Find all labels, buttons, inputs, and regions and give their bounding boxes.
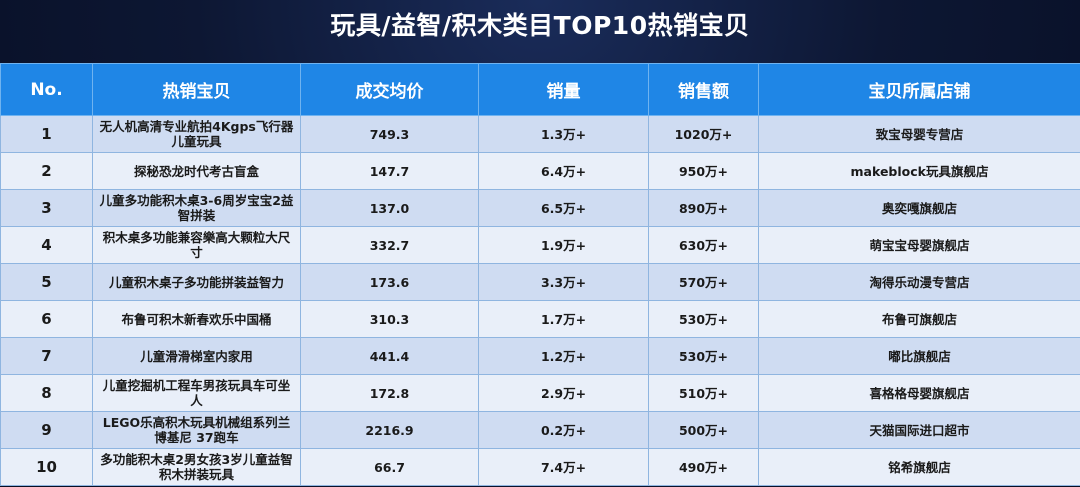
cell-store: makeblock玩具旗舰店 [758,152,1080,190]
cell-no: 2 [0,152,93,190]
cell-item: 积木桌多功能兼容樂高大颗粒大尺寸 [92,226,301,264]
table-row: 10 多功能积木桌2男女孩3岁儿童益智积木拼装玩具 66.7 7.4万+ 490… [0,448,1080,486]
cell-price: 441.4 [300,337,479,375]
cell-store: 布鲁可旗舰店 [758,300,1080,338]
header-volume: 销量 [478,63,649,116]
cell-sales: 500万+ [648,411,759,449]
cell-store: 萌宝宝母婴旗舰店 [758,226,1080,264]
cell-store: 淘得乐动漫专营店 [758,263,1080,301]
cell-item: 探秘恐龙时代考古盲盒 [92,152,301,190]
cell-price: 749.3 [300,115,479,153]
table-row: 3 儿童多功能积木桌3-6周岁宝宝2益智拼装 137.0 6.5万+ 890万+… [0,189,1080,227]
cell-sales: 950万+ [648,152,759,190]
header-price: 成交均价 [300,63,479,116]
cell-no: 6 [0,300,93,338]
cell-no: 4 [0,226,93,264]
cell-no: 8 [0,374,93,412]
cell-sales: 530万+ [648,337,759,375]
cell-volume: 1.9万+ [478,226,649,264]
table-row: 5 儿童积木桌子多功能拼装益智力 173.6 3.3万+ 570万+ 淘得乐动漫… [0,263,1080,301]
cell-price: 66.7 [300,448,479,486]
cell-volume: 1.3万+ [478,115,649,153]
cell-sales: 630万+ [648,226,759,264]
cell-price: 137.0 [300,189,479,227]
cell-item: 儿童滑滑梯室内家用 [92,337,301,375]
cell-item: 多功能积木桌2男女孩3岁儿童益智积木拼装玩具 [92,448,301,486]
cell-sales: 530万+ [648,300,759,338]
cell-item: 儿童挖掘机工程车男孩玩具车可坐人 [92,374,301,412]
cell-sales: 510万+ [648,374,759,412]
cell-sales: 570万+ [648,263,759,301]
cell-store: 致宝母婴专营店 [758,115,1080,153]
cell-no: 1 [0,115,93,153]
cell-sales: 490万+ [648,448,759,486]
cell-volume: 7.4万+ [478,448,649,486]
cell-price: 332.7 [300,226,479,264]
header-no: No. [0,63,93,116]
top10-table: No. 热销宝贝 成交均价 销量 销售额 宝贝所属店铺 1 无人机高清专业航拍4… [0,63,1080,486]
cell-item: 儿童多功能积木桌3-6周岁宝宝2益智拼装 [92,189,301,227]
cell-store: 铭希旗舰店 [758,448,1080,486]
cell-volume: 1.2万+ [478,337,649,375]
cell-item: 儿童积木桌子多功能拼装益智力 [92,263,301,301]
table-header-row: No. 热销宝贝 成交均价 销量 销售额 宝贝所属店铺 [0,63,1080,116]
cell-store: 喜格格母婴旗舰店 [758,374,1080,412]
cell-sales: 1020万+ [648,115,759,153]
cell-item: LEGO乐高积木玩具机械组系列兰博基尼 37跑车 [92,411,301,449]
cell-store: 嘟比旗舰店 [758,337,1080,375]
cell-no: 3 [0,189,93,227]
table-row: 1 无人机高清专业航拍4Kgps飞行器儿童玩具 749.3 1.3万+ 1020… [0,115,1080,153]
cell-no: 9 [0,411,93,449]
header-sales: 销售额 [648,63,759,116]
cell-store: 天猫国际进口超市 [758,411,1080,449]
cell-volume: 0.2万+ [478,411,649,449]
cell-volume: 6.4万+ [478,152,649,190]
cell-volume: 2.9万+ [478,374,649,412]
cell-price: 147.7 [300,152,479,190]
page-title: 玩具/益智/积木类目TOP10热销宝贝 [330,11,750,40]
cell-price: 2216.9 [300,411,479,449]
table-row: 7 儿童滑滑梯室内家用 441.4 1.2万+ 530万+ 嘟比旗舰店 [0,337,1080,375]
table-row: 2 探秘恐龙时代考古盲盒 147.7 6.4万+ 950万+ makeblock… [0,152,1080,190]
table-row: 4 积木桌多功能兼容樂高大颗粒大尺寸 332.7 1.9万+ 630万+ 萌宝宝… [0,226,1080,264]
cell-price: 172.8 [300,374,479,412]
cell-volume: 3.3万+ [478,263,649,301]
cell-price: 173.6 [300,263,479,301]
cell-item: 无人机高清专业航拍4Kgps飞行器儿童玩具 [92,115,301,153]
cell-no: 5 [0,263,93,301]
table-row: 6 布鲁可积木新春欢乐中国桶 310.3 1.7万+ 530万+ 布鲁可旗舰店 [0,300,1080,338]
header-store: 宝贝所属店铺 [758,63,1080,116]
cell-no: 10 [0,448,93,486]
table-row: 9 LEGO乐高积木玩具机械组系列兰博基尼 37跑车 2216.9 0.2万+ … [0,411,1080,449]
cell-store: 奥奕嘎旗舰店 [758,189,1080,227]
cell-volume: 6.5万+ [478,189,649,227]
cell-volume: 1.7万+ [478,300,649,338]
cell-price: 310.3 [300,300,479,338]
cell-item: 布鲁可积木新春欢乐中国桶 [92,300,301,338]
cell-sales: 890万+ [648,189,759,227]
cell-no: 7 [0,337,93,375]
table-row: 8 儿童挖掘机工程车男孩玩具车可坐人 172.8 2.9万+ 510万+ 喜格格… [0,374,1080,412]
header-item: 热销宝贝 [92,63,301,116]
